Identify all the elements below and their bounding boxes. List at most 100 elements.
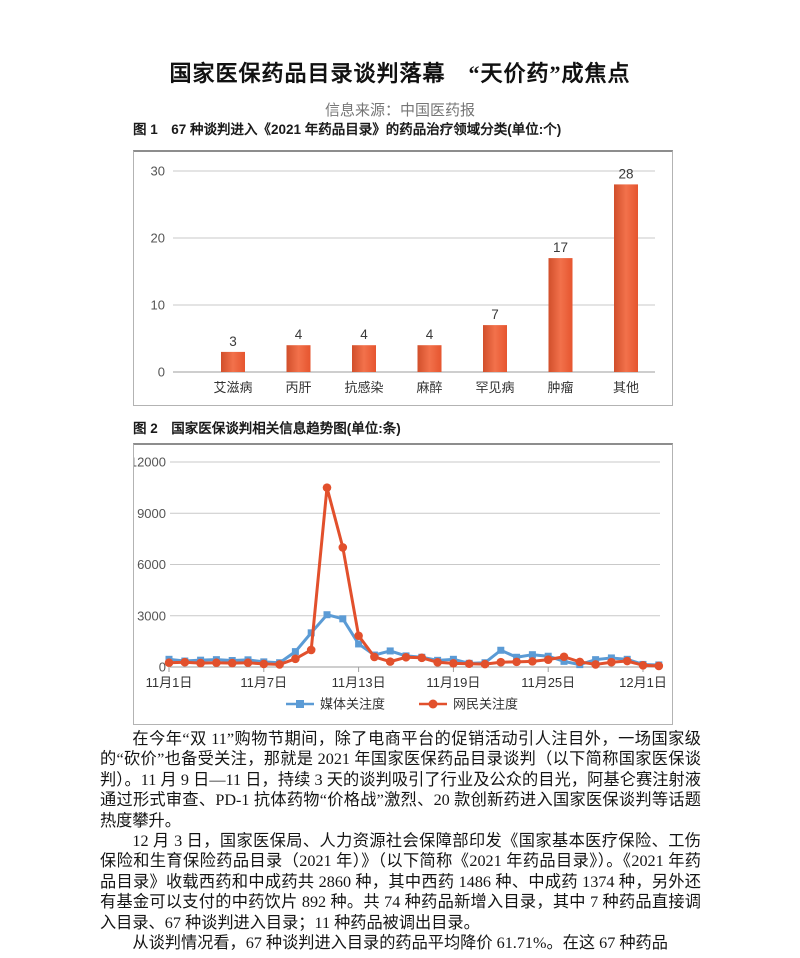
article-title: 国家医保药品目录谈判落幕 “天价药”成焦点 — [169, 61, 631, 86]
series-媒体关注度 — [165, 611, 663, 669]
y-axis-tick-label: 12000 — [134, 455, 166, 470]
marker-circle — [164, 658, 174, 668]
marker-circle — [259, 659, 269, 669]
marker-circle — [559, 652, 569, 662]
marker-circle — [654, 661, 664, 671]
marker-circle — [433, 658, 442, 667]
legend-label-netizen: 网民关注度 — [453, 697, 518, 712]
marker-circle — [543, 655, 553, 664]
marker-square — [513, 653, 521, 661]
bar-value-label: 4 — [426, 327, 434, 342]
figure2-line-chart-panel: 0 3000 6000 9000 12000 11月1日 11月7日 11月13日 11月19日… — [133, 443, 673, 725]
category-label: 抗感染 — [344, 380, 383, 395]
bar-value-label: 4 — [295, 327, 303, 342]
legend-label-media: 媒体关注度 — [320, 697, 385, 712]
series-line — [168, 486, 659, 668]
y-axis-tick-label: 0 — [158, 365, 165, 380]
bar-value-label: 4 — [360, 327, 368, 342]
paragraph: 从谈判情况看，67 种谈判进入目录的药品平均降价 61.71%。在这 67 种药… — [132, 934, 668, 953]
source-line: 信息来源：中国医药报 — [324, 103, 475, 119]
bar — [614, 184, 638, 372]
marker-circle — [306, 645, 316, 655]
figure2-caption: 图 2 国家医保谈判相关信息趋势图(单位:条) — [133, 421, 401, 436]
marker-square — [528, 651, 536, 659]
marker-circle — [354, 631, 363, 641]
marker-circle — [575, 657, 585, 667]
category-label: 其他 — [613, 380, 639, 395]
marker-circle — [528, 657, 537, 666]
marker-square — [355, 640, 363, 648]
y-axis-tick-label: 9000 — [137, 506, 166, 521]
bar-series: 3 艾滋病 4 丙肝 4 抗感染 4 麻醉 7 罕见病 17 肿瘤 28 其他 — [213, 166, 639, 395]
bar-value-label: 17 — [553, 240, 568, 255]
legend-marker-square — [296, 700, 304, 708]
category-label: 麻醉 — [416, 380, 442, 395]
marker-circle — [385, 657, 395, 666]
marker-circle — [449, 659, 458, 668]
marker-circle — [417, 653, 427, 663]
bar-value-label: 7 — [491, 307, 499, 322]
line-chart: 0 3000 6000 9000 12000 11月1日 11月7日 11月13日 11月19日… — [134, 455, 667, 712]
marker-square — [592, 656, 600, 664]
paragraph: 在今年“双 11”购物节期间，除了电商平台的促销活动引人注目外，一场国家级的“砍… — [100, 730, 701, 830]
marker-square — [497, 646, 505, 654]
line-gridlines: 0 3000 6000 9000 12000 — [134, 455, 660, 675]
marker-square — [323, 611, 331, 619]
marker-circle — [496, 657, 506, 667]
marker-circle — [591, 660, 600, 669]
marker-square — [386, 647, 394, 655]
category-label: 丙肝 — [285, 380, 311, 395]
marker-circle — [227, 658, 237, 668]
figure1-caption: 图 1 67 种谈判进入《2021 年药品目录》的药品治疗领域分类(单位:个) — [133, 122, 562, 137]
y-axis-tick-label: 20 — [151, 231, 165, 246]
marker-circle — [622, 656, 632, 666]
y-axis-tick-label: 10 — [151, 298, 165, 313]
marker-circle — [338, 543, 348, 552]
series-网民关注度 — [164, 483, 664, 671]
marker-circle — [480, 659, 490, 669]
legend: 媒体关注度 网民关注度 — [286, 697, 518, 712]
bar — [417, 345, 442, 372]
marker-square — [307, 629, 315, 637]
marker-circle — [370, 652, 379, 662]
x-axis-tick-label: 11月13日 — [332, 675, 386, 690]
bar — [548, 258, 573, 372]
x-axis: 11月1日 11月7日 11月13日 11月19日 11月25日 12月1日 — [146, 667, 667, 690]
category-label: 艾滋病 — [213, 380, 252, 395]
paragraph: 12 月 3 日，国家医保局、人力资源社会保障部印发《国家基本医疗保险、工伤保险… — [100, 832, 701, 932]
marker-circle — [180, 657, 190, 667]
y-axis-tick-label: 3000 — [137, 608, 166, 623]
bar-value-label: 3 — [229, 334, 237, 349]
marker-circle — [512, 657, 521, 667]
y-axis-tick-label: 30 — [151, 164, 165, 179]
figure1-bar-chart-panel: 0 10 20 30 3 艾滋病 4 丙肝 4 抗感染 4 麻醉 7 罕见病 17 肿瘤 28 其他 — [133, 150, 673, 406]
marker-circle — [638, 660, 648, 670]
marker-square — [291, 648, 299, 656]
marker-circle — [275, 660, 284, 669]
marker-circle — [243, 658, 253, 668]
marker-circle — [212, 658, 221, 668]
marker-circle — [607, 657, 616, 667]
bar — [352, 345, 376, 372]
x-axis-tick-label: 11月25日 — [521, 675, 575, 690]
bar — [221, 351, 245, 372]
x-axis-tick-label: 11月7日 — [240, 675, 287, 690]
bar-value-label: 28 — [618, 166, 633, 181]
marker-square — [339, 615, 347, 623]
legend-marker-circle — [428, 699, 438, 709]
category-label: 罕见病 — [475, 380, 514, 395]
bar — [286, 345, 311, 372]
marker-circle — [401, 652, 411, 662]
marker-circle — [464, 659, 474, 669]
bar-chart: 0 10 20 30 3 艾滋病 4 丙肝 4 抗感染 4 麻醉 7 罕见病 17 肿瘤 28 其他 — [151, 164, 655, 395]
marker-circle — [291, 654, 300, 664]
category-label: 肿瘤 — [547, 380, 573, 395]
x-axis-tick-label: 12月1日 — [619, 675, 667, 690]
marker-circle — [196, 658, 205, 668]
y-axis-tick-label: 6000 — [137, 557, 166, 572]
y-axis-tick-label: 0 — [159, 660, 166, 675]
marker-circle — [322, 483, 332, 492]
x-axis-tick-label: 11月19日 — [426, 675, 480, 690]
x-axis-tick-label: 11月1日 — [146, 675, 193, 690]
